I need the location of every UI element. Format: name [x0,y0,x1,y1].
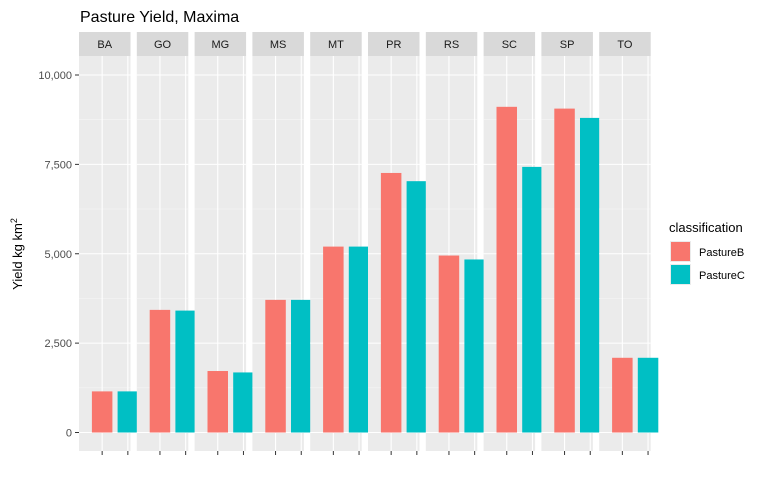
bar-pastureb-mg [207,371,228,433]
strip-background [252,32,304,56]
bar-pastureb-rs [438,255,460,433]
bar-pasturec-pr [406,181,428,433]
strip-background [194,32,247,56]
strip-background [425,32,478,56]
y-axis-title-superscript: 2 [9,218,19,223]
strip-background [136,32,189,56]
legend-title: classification [669,220,743,235]
strip-label: BA [97,39,112,51]
chart-title: Pasture Yield, Maxima [80,9,239,26]
y-tick-label: 7,500 [44,159,72,171]
strip-background [483,32,536,56]
facet-panel: RS [425,32,485,455]
strip-background [599,32,651,56]
bar-pasturec-mg [233,372,254,433]
legend: classification PastureB PastureC [669,220,745,285]
facet-panel: TO [599,32,659,455]
facet-panel: SP [541,32,601,455]
bar-pasturec-rs [464,259,485,433]
y-tick-label: 0 [66,428,72,440]
strip-background [310,32,362,56]
y-axis-title: Yield kg km2 [9,218,25,290]
facet-panel: MG [194,32,254,455]
legend-key-pastureb [671,242,690,261]
strip-background [368,32,420,56]
bar-pastureb-sp [554,108,575,433]
bar-pastureb-mt [323,246,344,433]
strip-label: MG [211,39,229,51]
legend-label-pasturec: PastureC [699,270,745,282]
bar-pastureb-pr [380,172,402,433]
y-tick-label: 10,000 [38,70,72,82]
bar-pastureb-sc [496,106,517,433]
strip-label: GO [154,39,172,51]
facet-panel: MS [252,32,312,455]
strip-background [541,32,593,56]
bar-pasturec-sp [580,117,601,433]
bar-pasturec-ms [291,299,312,433]
facet-panel: SC [483,32,543,455]
y-tick-label: 5,000 [44,249,72,261]
bar-pastureb-to [612,357,633,433]
bar-pasturec-go [175,310,196,433]
y-tick-label: 2,500 [44,338,72,350]
y-axis: 0 2,500 5,000 7,500 10,000 [38,70,79,440]
facet-panel: GO [136,32,196,455]
strip-label: SP [560,39,575,51]
strip-label: SC [502,39,517,51]
strip-label: TO [617,39,633,51]
strip-label: PR [386,39,401,51]
strip-label: MS [270,39,287,51]
bar-pasturec-mt [348,246,370,433]
facet-panel: PR [368,32,428,455]
bar-pastureb-ba [91,391,113,433]
strip-label: MT [328,39,344,51]
facet-panel: BA [79,32,139,455]
legend-label-pastureb: PastureB [699,247,744,259]
strip-label: RS [444,39,459,51]
facet-panel: MT [310,32,370,455]
legend-key-pasturec [671,265,690,284]
bar-pastureb-ms [265,299,286,433]
bar-pastureb-go [149,309,171,433]
strip-background [79,32,131,56]
bar-pasturec-to [637,357,659,433]
y-axis-title-text: Yield kg km [10,223,25,290]
bar-pasturec-ba [117,391,139,433]
bar-pasturec-sc [522,166,543,433]
facet-panels: BA GO MG MS MT PR RS SC SP TO [79,32,659,455]
